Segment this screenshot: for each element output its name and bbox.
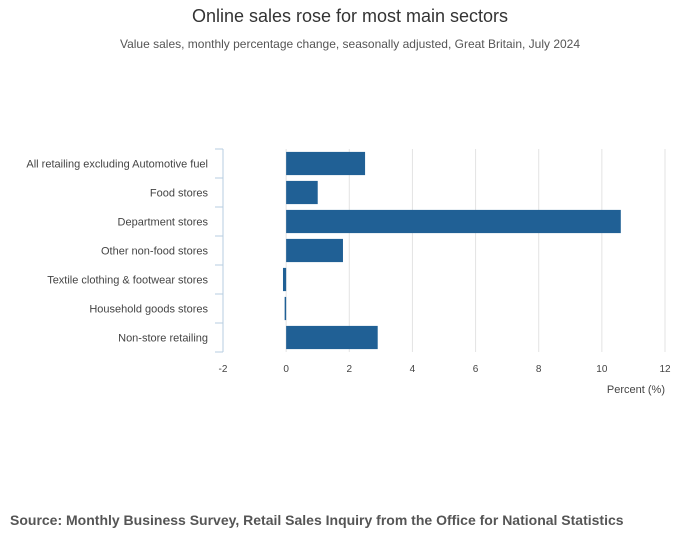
- bar: [286, 209, 621, 234]
- y-axis: [215, 148, 224, 353]
- x-tick-labels: -2 0 2 4 6 8 10 12: [219, 364, 671, 375]
- bar: [286, 325, 378, 350]
- x-tick-label: -2: [219, 364, 228, 375]
- category-labels: All retailing excluding Automotive fuel F…: [26, 159, 208, 345]
- x-tick-label: 4: [410, 364, 416, 375]
- x-tick-label: 6: [473, 364, 479, 375]
- x-tick-label: 12: [659, 364, 671, 375]
- category-label: Textile clothing & footwear stores: [47, 275, 208, 287]
- x-tick-label: 10: [596, 364, 608, 375]
- category-label: Department stores: [118, 217, 209, 229]
- chart-title: Online sales rose for most main sectors: [191, 6, 509, 26]
- x-axis-title: Percent (%): [607, 384, 665, 396]
- bars: [282, 151, 621, 350]
- bar: [286, 180, 318, 205]
- x-tick-label: 2: [347, 364, 353, 375]
- category-label: Non-store retailing: [118, 333, 208, 345]
- x-tick-label: 8: [536, 364, 542, 375]
- source-note: Source: Monthly Business Survey, Retail …: [10, 512, 624, 528]
- category-label: Food stores: [150, 188, 209, 200]
- x-tick-label: 0: [283, 364, 289, 375]
- category-label: All retailing excluding Automotive fuel: [26, 159, 208, 171]
- category-label: Household goods stores: [89, 304, 208, 316]
- bar: [282, 267, 287, 292]
- chart-subtitle: Value sales, monthly percentage change, …: [119, 37, 581, 51]
- category-label: Other non-food stores: [101, 246, 209, 258]
- bar: [286, 151, 366, 176]
- bar: [286, 238, 343, 263]
- bar: [284, 296, 287, 321]
